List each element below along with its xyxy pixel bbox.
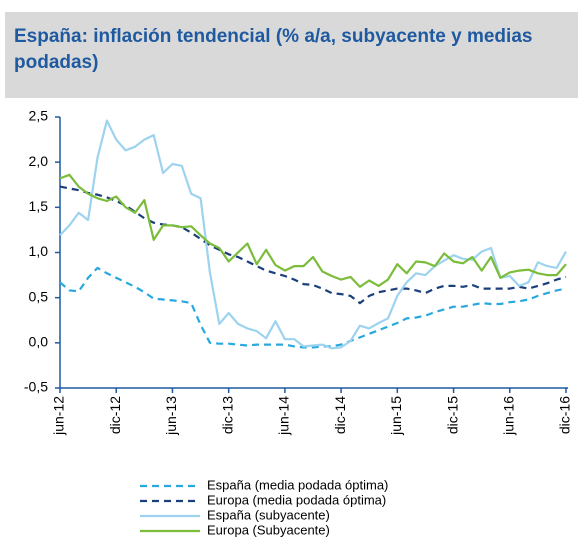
y-tick-label: -0,5 bbox=[24, 379, 48, 395]
legend-label: España (media podada óptima) bbox=[207, 477, 388, 492]
x-tick-label: dic-14 bbox=[332, 396, 348, 434]
x-tick-label: jun-12 bbox=[51, 396, 67, 436]
x-tick-label: dic-16 bbox=[557, 396, 573, 434]
legend-label: Europa (media podada óptima) bbox=[207, 492, 386, 507]
series-line bbox=[59, 185, 567, 305]
legend-label: Europa (Subyacente) bbox=[207, 522, 330, 537]
chart-title: España: inflación tendencial (% a/a, sub… bbox=[14, 26, 533, 73]
header-band bbox=[5, 12, 578, 98]
y-tick-label: 1,0 bbox=[29, 243, 49, 259]
x-tick-label: dic-13 bbox=[219, 396, 235, 434]
legend-label: España (subyacente) bbox=[207, 507, 330, 522]
y-tick-label: 0,5 bbox=[29, 288, 49, 304]
series-line bbox=[59, 266, 567, 349]
x-tick-label: jun-16 bbox=[500, 396, 516, 436]
y-tick-label: 1,5 bbox=[29, 198, 49, 214]
x-tick-label: jun-15 bbox=[388, 396, 404, 436]
y-tick-label: 2,0 bbox=[29, 153, 49, 169]
x-tick-label: jun-13 bbox=[163, 396, 179, 436]
x-tick-label: jun-14 bbox=[276, 396, 292, 436]
x-tick-label: dic-15 bbox=[444, 396, 460, 434]
y-tick-label: 0,0 bbox=[29, 334, 49, 350]
series-line bbox=[59, 173, 567, 288]
x-tick-label: dic-12 bbox=[107, 396, 123, 434]
series-line bbox=[59, 119, 567, 350]
y-tick-label: 2,5 bbox=[29, 108, 49, 124]
